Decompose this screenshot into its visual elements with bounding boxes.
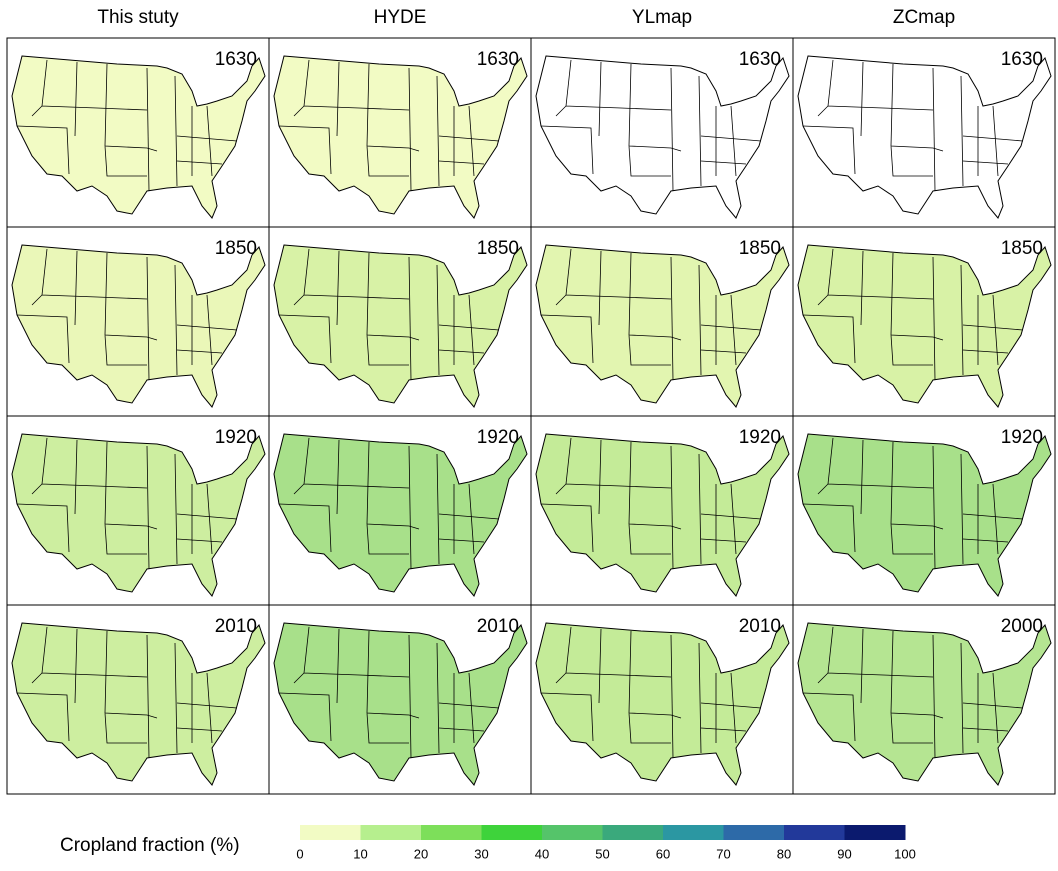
- year-label: 1920: [477, 427, 519, 448]
- figure: Cropland fraction (%) This stuty HYDE YLma…: [0, 0, 1058, 866]
- column-title: This stuty: [97, 7, 179, 28]
- legend-tick-label: 70: [716, 846, 730, 861]
- legend-tick-label: 80: [777, 846, 791, 861]
- year-label: 2010: [739, 616, 781, 637]
- year-label: 1850: [477, 238, 519, 259]
- us-outline: [798, 623, 1051, 785]
- year-label: 1630: [739, 49, 781, 70]
- us-outline: [536, 56, 789, 218]
- legend-title: Cropland fraction (%): [60, 835, 240, 856]
- us-outline: [12, 623, 265, 785]
- legend-tick-label: 100: [894, 846, 916, 861]
- us-outline: [274, 434, 527, 596]
- legend-swatch: [300, 825, 361, 840]
- map: [536, 56, 789, 218]
- us-outline: [536, 245, 789, 407]
- legend-swatch: [724, 825, 785, 840]
- legend-tick-label: 90: [837, 846, 851, 861]
- map: [798, 434, 1051, 596]
- legend-swatch: [482, 825, 543, 840]
- legend-swatch: [845, 825, 906, 840]
- map: [12, 623, 265, 785]
- us-outline: [12, 434, 265, 596]
- year-label: 1920: [739, 427, 781, 448]
- map: [798, 56, 1051, 218]
- us-outline: [274, 623, 527, 785]
- year-label: 1850: [739, 238, 781, 259]
- legend-swatch: [784, 825, 845, 840]
- us-outline: [798, 245, 1051, 407]
- map: [536, 623, 789, 785]
- us-outline: [798, 434, 1051, 596]
- map: [274, 56, 527, 218]
- map: [536, 434, 789, 596]
- map: [12, 56, 265, 218]
- year-label: 2000: [1001, 616, 1043, 637]
- legend-tick-label: 20: [414, 846, 428, 861]
- legend-tick-label: 30: [474, 846, 488, 861]
- year-label: 1850: [1001, 238, 1043, 259]
- year-label: 2010: [477, 616, 519, 637]
- legend-tick-label: 40: [535, 846, 549, 861]
- us-outline: [274, 56, 527, 218]
- us-outline: [536, 623, 789, 785]
- legend-tick-label: 0: [296, 846, 303, 861]
- legend-swatch: [663, 825, 724, 840]
- legend-swatch: [421, 825, 482, 840]
- us-outline: [12, 245, 265, 407]
- legend-tick-label: 60: [656, 846, 670, 861]
- us-outline: [536, 434, 789, 596]
- column-title: YLmap: [632, 7, 692, 28]
- us-outline: [798, 56, 1051, 218]
- year-label: 1630: [477, 49, 519, 70]
- legend-tick-label: 50: [595, 846, 609, 861]
- legend-swatch: [361, 825, 422, 840]
- map: [798, 623, 1051, 785]
- us-outline: [274, 245, 527, 407]
- map: [536, 245, 789, 407]
- year-label: 1630: [215, 49, 257, 70]
- year-label: 2010: [215, 616, 257, 637]
- map: [12, 434, 265, 596]
- year-label: 1850: [215, 238, 257, 259]
- us-outline: [12, 56, 265, 218]
- legend-tick-label: 10: [353, 846, 367, 861]
- year-label: 1920: [215, 427, 257, 448]
- map: [274, 623, 527, 785]
- map: [798, 245, 1051, 407]
- year-label: 1920: [1001, 427, 1043, 448]
- column-title: ZCmap: [893, 7, 955, 28]
- map: [274, 434, 527, 596]
- map: [12, 245, 265, 407]
- map: [274, 245, 527, 407]
- column-title: HYDE: [374, 7, 427, 28]
- year-label: 1630: [1001, 49, 1043, 70]
- legend-swatch: [603, 825, 664, 840]
- legend-swatch: [542, 825, 603, 840]
